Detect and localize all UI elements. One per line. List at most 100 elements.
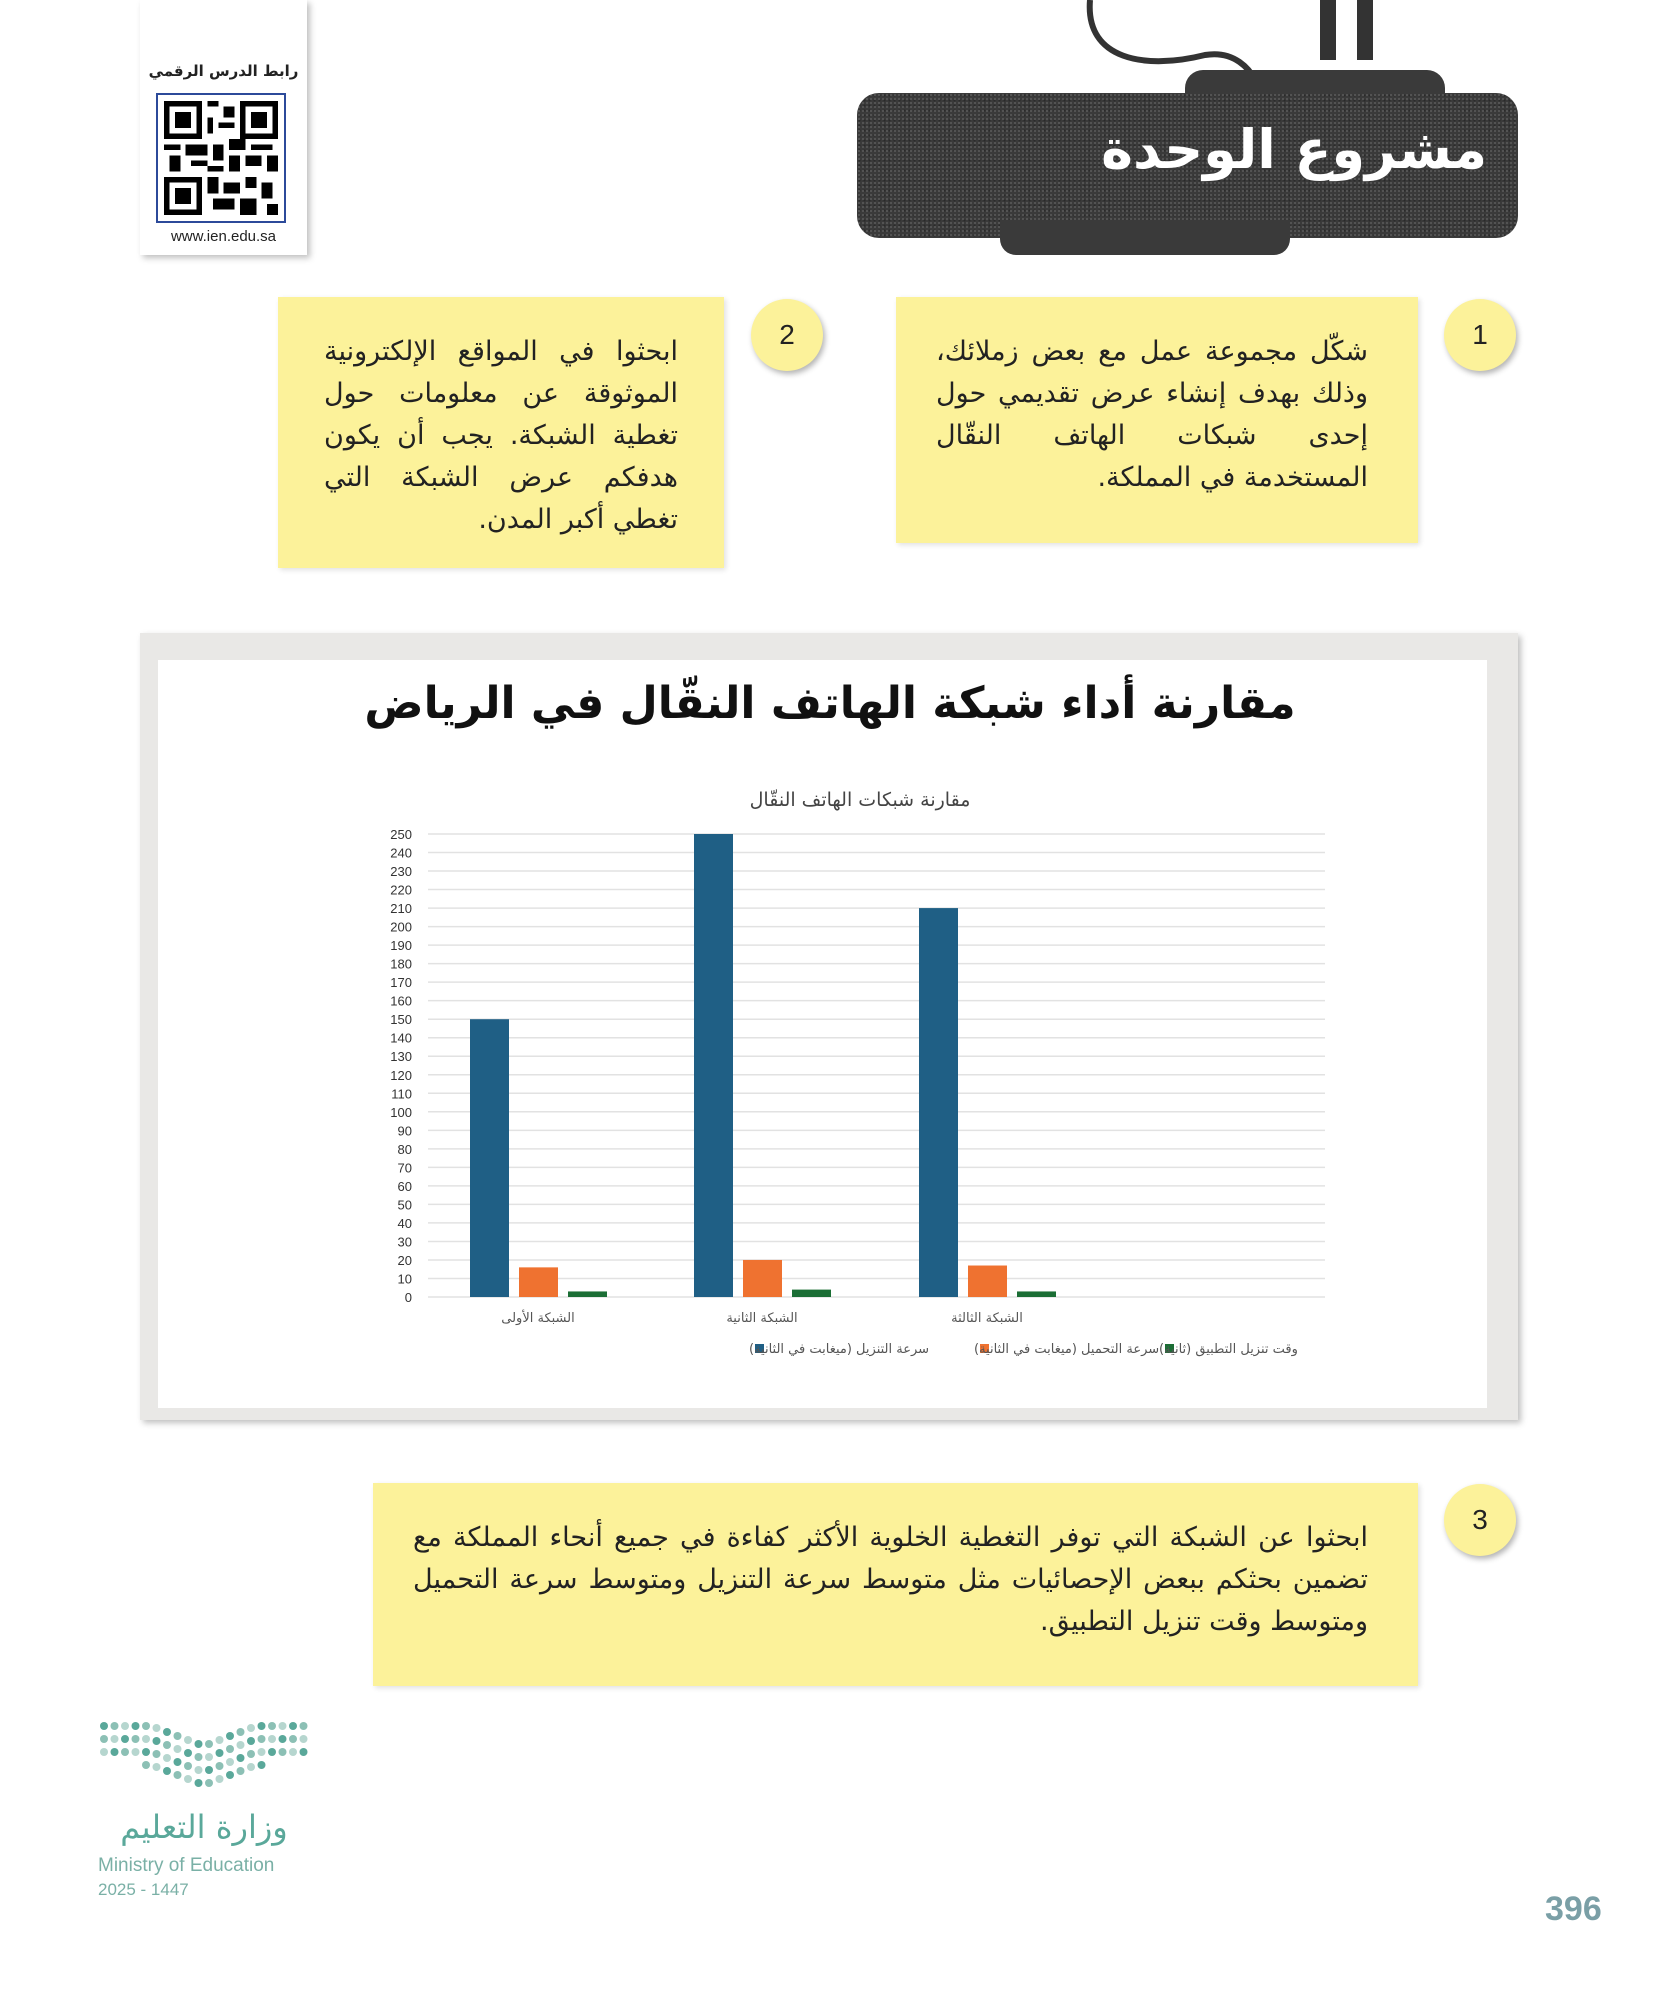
y-tick-label: 140 <box>390 1031 412 1046</box>
legend-swatch <box>980 1344 989 1353</box>
logo-dot <box>299 1735 308 1743</box>
qr-code-icon[interactable] <box>156 93 286 223</box>
page-number: 396 <box>1545 1890 1602 1928</box>
y-tick-label: 70 <box>398 1160 412 1175</box>
y-tick-label: 40 <box>398 1216 412 1231</box>
qr-label: رابط الدرس الرقمي <box>148 62 299 80</box>
y-tick-label: 110 <box>391 1086 412 1101</box>
logo-dot <box>215 1762 224 1770</box>
y-tick-label: 80 <box>398 1142 412 1157</box>
logo-dot <box>142 1761 150 1769</box>
logo-dot <box>194 1740 203 1748</box>
logo-dot <box>100 1748 108 1756</box>
step-2-text: ابحثوا في المواقع الإلكترونية الموثوقة ع… <box>324 336 678 535</box>
logo-dot <box>152 1750 161 1758</box>
logo-dot <box>215 1775 224 1783</box>
logo-dot <box>215 1736 224 1744</box>
logo-dot <box>184 1775 192 1783</box>
logo-dot <box>226 1745 234 1753</box>
logo-dot <box>173 1771 182 1779</box>
logo-dot <box>152 1737 161 1745</box>
chart-subtitle: مقارنة شبكات الهاتف النقّال <box>750 789 971 811</box>
logo-dot <box>121 1748 129 1756</box>
logo-dot <box>194 1779 203 1787</box>
logo-dot <box>268 1722 276 1730</box>
logo-dot <box>152 1724 161 1732</box>
logo-dot <box>257 1735 266 1743</box>
logo-dot <box>173 1732 182 1740</box>
bar-chart: مقارنة أداء شبكة الهاتف النقّال في الريا… <box>364 674 1325 1357</box>
bar-3-series-1 <box>919 908 958 1297</box>
logo-dot <box>299 1722 308 1730</box>
legend-swatch <box>755 1344 764 1353</box>
logo-dot <box>226 1771 234 1779</box>
y-tick-label: 180 <box>390 957 412 972</box>
logo-dot <box>299 1748 308 1756</box>
logo-dot <box>236 1728 245 1736</box>
y-tick-label: 30 <box>398 1234 412 1249</box>
ministry-logo-icon <box>100 1722 308 1787</box>
logo-dot <box>236 1767 245 1775</box>
chart-title: مقارنة أداء شبكة الهاتف النقّال في الريا… <box>364 674 1295 729</box>
logo-dot <box>110 1735 119 1743</box>
logo-dot <box>110 1748 119 1756</box>
y-tick-label: 150 <box>390 1012 412 1027</box>
qr-url[interactable]: www.ien.edu.sa <box>170 228 277 245</box>
ministry-name-en: Ministry of Education <box>98 1855 275 1876</box>
logo-dot <box>100 1722 108 1730</box>
y-tick-label: 230 <box>390 864 412 879</box>
logo-dot <box>173 1758 182 1766</box>
y-tick-label: 160 <box>390 994 412 1009</box>
logo-dot <box>247 1724 255 1732</box>
logo-dot <box>142 1735 150 1743</box>
logo-dot <box>236 1754 245 1762</box>
y-tick-label: 220 <box>390 883 412 898</box>
step-3-box: ابحثوا عن الشبكة التي توفر التغطية الخلو… <box>373 1483 1418 1686</box>
logo-dot <box>131 1735 140 1743</box>
step-number-1: 1 <box>1444 299 1516 371</box>
y-tick-label: 210 <box>390 901 412 916</box>
logo-dot <box>236 1741 245 1749</box>
category-label: الشبكة الثانية <box>726 1311 797 1326</box>
logo-dot <box>247 1763 255 1771</box>
logo-dot <box>194 1753 203 1761</box>
legend-label: وقت تنزيل التطبيق (ثانية) <box>1159 1342 1298 1357</box>
logo-dot <box>247 1750 255 1758</box>
step-3-text: ابحثوا عن الشبكة التي توفر التغطية الخلو… <box>413 1522 1368 1637</box>
bar-1-series-2 <box>519 1267 558 1297</box>
logo-dot <box>205 1753 213 1761</box>
y-tick-label: 200 <box>390 920 412 935</box>
chart-slide <box>158 660 1487 1408</box>
y-tick-label: 60 <box>398 1179 412 1194</box>
bar-2-series-1 <box>694 834 733 1297</box>
logo-dot <box>163 1741 171 1749</box>
legend-label: سرعة التنزيل (ميغابت في الثانية) <box>749 1342 929 1357</box>
category-label: الشبكة الأولى <box>501 1309 574 1326</box>
bar-1-series-3 <box>568 1291 607 1297</box>
logo-dot <box>121 1722 129 1730</box>
logo-dot <box>163 1767 171 1775</box>
logo-dot <box>110 1722 119 1730</box>
y-tick-label: 90 <box>398 1123 412 1138</box>
y-tick-label: 50 <box>398 1197 412 1212</box>
edition-year: 2025 - 1447 <box>98 1880 189 1899</box>
title-banner <box>857 93 1518 238</box>
logo-dot <box>289 1735 297 1743</box>
logo-dot <box>194 1766 203 1774</box>
step-number-3: 3 <box>1444 1484 1516 1556</box>
logo-dot <box>257 1748 266 1756</box>
step-number-2: 2 <box>751 299 823 371</box>
logo-dot <box>205 1740 213 1748</box>
logo-dot <box>278 1722 287 1730</box>
logo-dot <box>100 1735 108 1743</box>
logo-dot <box>226 1732 234 1740</box>
bar-3-series-3 <box>1017 1291 1056 1297</box>
qr-card[interactable]: رابط الدرس الرقمي www.ien.edu.sa <box>140 0 307 255</box>
logo-dot <box>131 1722 140 1730</box>
y-tick-label: 130 <box>390 1049 412 1064</box>
bar-3-series-2 <box>968 1265 1007 1297</box>
page-title: مشروع الوحدة <box>1101 118 1487 181</box>
ministry-name-ar: وزارة التعليم <box>120 1808 288 1846</box>
category-label: الشبكة الثالثة <box>951 1311 1023 1326</box>
bar-2-series-2 <box>743 1259 782 1297</box>
